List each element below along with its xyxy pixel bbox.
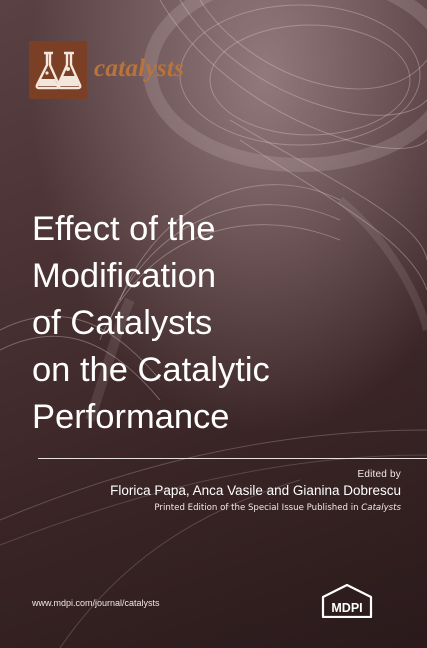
printed-edition-prefix: Printed Edition of the Special Issue Pub… — [154, 503, 362, 513]
book-title: Effect of the Modification of Catalysts … — [32, 206, 412, 441]
publisher-name: MDPI — [331, 601, 362, 615]
journal-name: catalysts — [94, 55, 185, 82]
title-line: on the Catalytic — [32, 351, 270, 389]
divider-line — [38, 458, 427, 459]
title-line: of Catalysts — [32, 304, 213, 342]
title-line: Effect of the — [32, 210, 216, 248]
journal-logo-badge — [29, 41, 87, 99]
mdpi-logo-icon: MDPI — [321, 584, 373, 618]
title-line: Modification — [32, 257, 217, 295]
printed-edition-note: Printed Edition of the Special Issue Pub… — [154, 503, 401, 513]
lab-flasks-icon — [35, 51, 82, 90]
journal-url: www.mdpi.com/journal/catalysts — [32, 598, 160, 608]
publisher-logo: MDPI — [321, 584, 373, 618]
title-line: Performance — [32, 398, 230, 436]
edited-by-label: Edited by — [357, 469, 401, 480]
printed-edition-journal: Catalysts — [361, 503, 401, 513]
editor-names: Florica Papa, Anca Vasile and Gianina Do… — [110, 483, 401, 498]
